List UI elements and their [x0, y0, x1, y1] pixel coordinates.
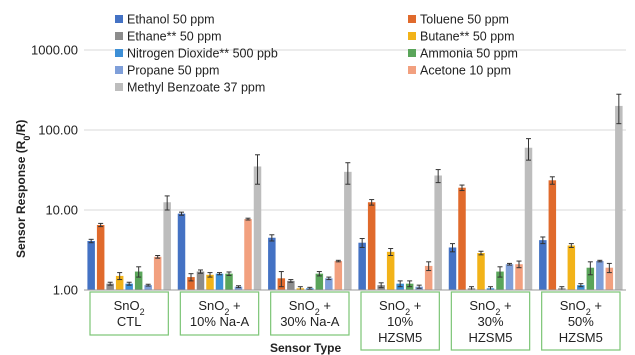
category-label: HZSM5 — [378, 330, 422, 345]
legend-swatch — [115, 83, 123, 91]
legend-swatch — [408, 15, 416, 23]
legend-label: Ethane** 50 ppm — [127, 30, 222, 44]
legend-label: Propane 50 ppm — [127, 64, 219, 78]
bar — [153, 256, 162, 290]
bar — [144, 285, 152, 290]
category-label: SnO2 — [114, 298, 145, 317]
bar — [325, 278, 333, 290]
bar — [358, 242, 366, 290]
bar — [577, 285, 585, 290]
bar — [234, 286, 243, 290]
legend-swatch — [115, 32, 123, 40]
legend-label: Toluene 50 ppm — [420, 13, 509, 27]
y-tick-label: 1.00 — [53, 283, 78, 298]
bar — [163, 202, 171, 290]
bar — [244, 219, 252, 290]
category-label: SnO2 + — [379, 298, 421, 317]
bar — [434, 175, 442, 290]
category-box — [89, 291, 169, 336]
category-label: 30% — [477, 314, 503, 329]
bar — [458, 187, 466, 290]
bar — [315, 273, 324, 290]
y-axis-title: Sensor Response (R0/R) — [14, 120, 32, 258]
legend-label: Acetone 10 ppm — [420, 64, 511, 78]
category-label: 10% — [387, 314, 413, 329]
bar — [115, 275, 124, 290]
bar — [515, 264, 523, 290]
bar — [268, 237, 276, 290]
legend-swatch — [115, 15, 123, 23]
legend-label: Butane** 50 ppm — [420, 30, 515, 44]
bar — [225, 273, 233, 290]
category-label: CTL — [117, 314, 142, 329]
bar — [96, 224, 105, 290]
legend-label: Nitrogen Dioxide** 500 ppb — [127, 47, 278, 61]
category-label: HZSM5 — [468, 330, 512, 345]
bar — [206, 274, 214, 290]
x-axis-title: Sensor Type — [270, 341, 341, 355]
category-box — [270, 291, 350, 336]
bar — [344, 171, 352, 290]
y-tick-label: 1000.00 — [31, 43, 78, 58]
bar — [596, 261, 604, 290]
legend-label: Methyl Benzoate 37 ppm — [127, 81, 265, 95]
bar — [367, 202, 376, 290]
legend-swatch — [408, 49, 416, 57]
bar — [567, 245, 576, 290]
category-box — [541, 291, 621, 351]
legend: Ethanol 50 ppm Toluene 50 ppm Ethane** 50 … — [115, 13, 518, 95]
bar — [524, 147, 533, 290]
bar — [125, 283, 133, 290]
category-label: SnO2 + — [198, 298, 240, 317]
bar — [605, 267, 614, 290]
bar — [187, 277, 195, 290]
y-tick-label: 100.00 — [38, 123, 78, 138]
category-label: 10% Na-A — [190, 314, 250, 329]
bar — [505, 264, 514, 290]
category-label: HZSM5 — [559, 330, 603, 345]
legend-swatch — [115, 49, 123, 57]
category-label: SnO2 + — [560, 298, 602, 317]
bar — [539, 240, 547, 290]
bar — [215, 273, 224, 290]
bar — [287, 280, 295, 290]
bar — [106, 283, 114, 290]
bar — [253, 166, 262, 290]
category-label: 30% Na-A — [280, 314, 340, 329]
bar — [615, 105, 623, 290]
bar — [496, 271, 504, 290]
bar — [177, 213, 186, 290]
category-label: SnO2 + — [289, 298, 331, 317]
category-box — [360, 291, 440, 351]
legend-label: Ammonia 50 ppm — [420, 47, 518, 61]
category-box — [179, 291, 260, 336]
bar — [548, 180, 557, 290]
bar — [134, 271, 143, 290]
category-label: 50% — [568, 314, 594, 329]
bar — [586, 267, 595, 290]
bar — [334, 261, 343, 290]
category-box — [450, 291, 531, 351]
legend-swatch — [115, 66, 123, 74]
legend-label: Ethanol 50 ppm — [127, 13, 215, 27]
category-label: SnO2 + — [469, 298, 511, 317]
bar — [424, 265, 433, 290]
legend-swatch — [408, 66, 416, 74]
bar — [386, 251, 395, 290]
bar — [477, 253, 485, 290]
legend-swatch — [408, 32, 416, 40]
bar — [448, 247, 457, 290]
bar — [196, 271, 205, 290]
y-tick-label: 10.00 — [45, 203, 78, 218]
axis-layer: 1.00 10.00 100.00 1000.00 — [31, 43, 626, 298]
bars-layer — [87, 93, 623, 291]
bar — [87, 240, 95, 290]
